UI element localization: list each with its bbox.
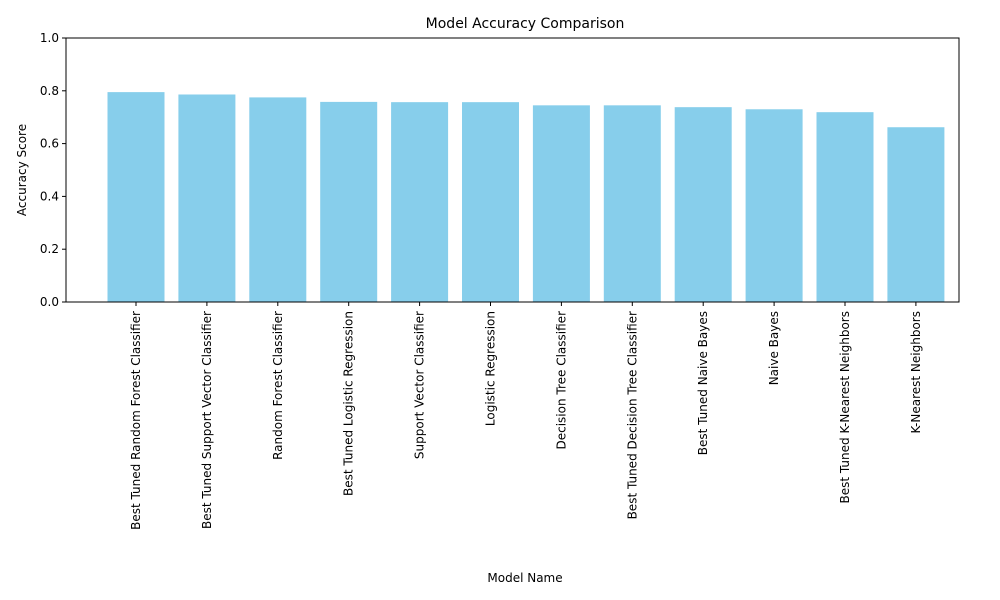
bar xyxy=(745,109,803,302)
bar xyxy=(320,101,378,302)
y-tick-label: 0.2 xyxy=(40,242,59,256)
bar xyxy=(249,97,307,303)
x-tick-label: Best Tuned Logistic Regression xyxy=(342,311,356,496)
y-tick-label: 0.8 xyxy=(40,84,59,98)
bar xyxy=(178,94,236,302)
x-tick-label: Support Vector Classifier xyxy=(413,311,427,459)
plot-frame xyxy=(65,37,960,303)
y-tick-label: 0.4 xyxy=(40,189,59,203)
x-tick-label: Random Forest Classifier xyxy=(271,311,285,460)
x-tick-label: Best Tuned Decision Tree Classifier xyxy=(625,311,639,519)
bar xyxy=(674,107,732,302)
bar xyxy=(532,105,590,302)
y-axis-ticks: 0.0 0.2 0.4 0.6 0.8 1.0 xyxy=(40,31,66,309)
x-tick-label: Best Tuned Naive Bayes xyxy=(696,311,710,455)
y-tick-label: 0.0 xyxy=(40,295,59,309)
bar xyxy=(107,92,165,303)
x-tick-label: K-Nearest Neighbors xyxy=(909,311,923,434)
x-tick-label: Best Tuned Random Forest Classifier xyxy=(129,311,143,530)
x-tick-label: Best Tuned K-Nearest Neighbors xyxy=(838,311,852,503)
y-tick-label: 0.6 xyxy=(40,137,59,151)
bar xyxy=(887,127,945,303)
y-axis-label: Accuracy Score xyxy=(15,124,29,216)
x-tick-label: Naive Bayes xyxy=(767,311,781,385)
x-axis-label: Model Name xyxy=(487,571,562,585)
bar xyxy=(462,102,519,302)
y-tick-label: 1.0 xyxy=(40,31,59,45)
bars xyxy=(107,92,945,303)
x-tick-label: Best Tuned Support Vector Classifier xyxy=(200,311,214,529)
chart-title: Model Accuracy Comparison xyxy=(426,16,625,32)
x-tick-label: Decision Tree Classifier xyxy=(554,311,568,450)
x-tick-label: Logistic Regression xyxy=(484,311,498,426)
x-axis-ticks: Best Tuned Random Forest Classifier Best … xyxy=(129,302,923,530)
bar xyxy=(603,105,661,302)
bar xyxy=(816,112,874,303)
bar xyxy=(391,102,449,302)
